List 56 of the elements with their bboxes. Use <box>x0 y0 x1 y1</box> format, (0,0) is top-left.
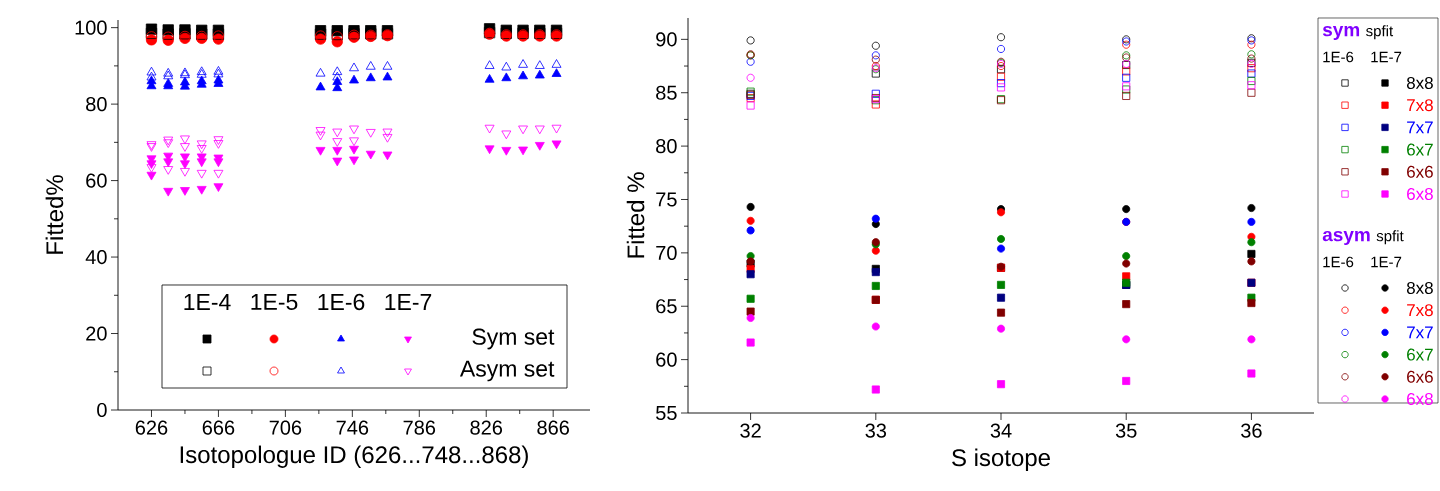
y-tick-label: 70 <box>656 245 677 260</box>
y-tick-label: 0 <box>97 402 107 418</box>
y-tick-label: 85 <box>656 85 677 100</box>
x-tick-label: 826 <box>470 420 503 435</box>
annotation: 1E-5 <box>251 293 298 311</box>
y-tick-label: 40 <box>85 249 107 265</box>
legend-label: 7x8 <box>1407 304 1433 317</box>
x-tick-label: 746 <box>336 420 369 435</box>
legend-label: 6x7 <box>1407 348 1433 361</box>
y-tick-label: 90 <box>656 32 677 47</box>
legend-label: 7x8 <box>1407 99 1433 112</box>
x-tick-label: 666 <box>202 420 235 435</box>
annotation: 1E-4 <box>184 294 231 310</box>
x-axis-title: Isotopologue ID (626...748...868) <box>180 445 528 468</box>
x-axis-title: S isotope <box>952 448 1050 471</box>
legend-label: 6x6 <box>1407 165 1433 178</box>
legend-label: 6x8 <box>1407 392 1433 406</box>
annotation: Asym set <box>459 360 555 382</box>
text: spfit <box>1376 230 1404 245</box>
x-tick-label: 36 <box>1241 423 1262 438</box>
y-tick-label: 65 <box>656 299 677 314</box>
legend-label: 8x8 <box>1406 76 1433 90</box>
text: 1E-6 <box>1323 256 1354 268</box>
text: spfit <box>1366 25 1394 40</box>
text: sym <box>1322 25 1360 41</box>
legend-label: 6x6 <box>1407 370 1433 383</box>
x-tick-label: 35 <box>1115 423 1137 438</box>
y-tick-label: 55 <box>656 406 677 420</box>
annotation: 1E-6 <box>318 293 365 311</box>
y-tick-label: 60 <box>86 173 107 188</box>
x-tick-label: 32 <box>740 423 761 438</box>
text: 1E-7 <box>1371 256 1402 268</box>
y-tick-label: 80 <box>86 97 107 112</box>
x-tick-label: 33 <box>865 423 887 438</box>
y-tick-label: 100 <box>75 20 107 35</box>
legend-label: 7x7 <box>1407 121 1433 134</box>
x-tick-label: 34 <box>990 423 1012 438</box>
text: 1E-7 <box>1371 51 1402 63</box>
x-tick-label: 786 <box>403 420 436 435</box>
y-tick-label: 80 <box>656 139 677 154</box>
y-tick-label: 20 <box>86 326 107 341</box>
y-tick-label: 75 <box>656 192 677 207</box>
x-tick-label: 866 <box>537 420 569 435</box>
text: 1E-6 <box>1323 51 1354 63</box>
legend-label: 7x7 <box>1407 326 1433 339</box>
annotation: Sym set <box>472 328 555 350</box>
annotation: 1E-7 <box>385 294 432 310</box>
y-axis-title: Fitted % <box>626 172 645 258</box>
text: asym <box>1322 230 1370 246</box>
y-tick-label: 60 <box>656 352 677 367</box>
x-tick-label: 626 <box>135 420 168 435</box>
legend-label: 6x8 <box>1407 187 1433 201</box>
legend-label: 6x7 <box>1407 143 1433 156</box>
x-tick-label: 706 <box>269 420 302 435</box>
y-axis-title: Fitted% <box>45 175 64 254</box>
legend-label: 8x8 <box>1406 281 1433 295</box>
